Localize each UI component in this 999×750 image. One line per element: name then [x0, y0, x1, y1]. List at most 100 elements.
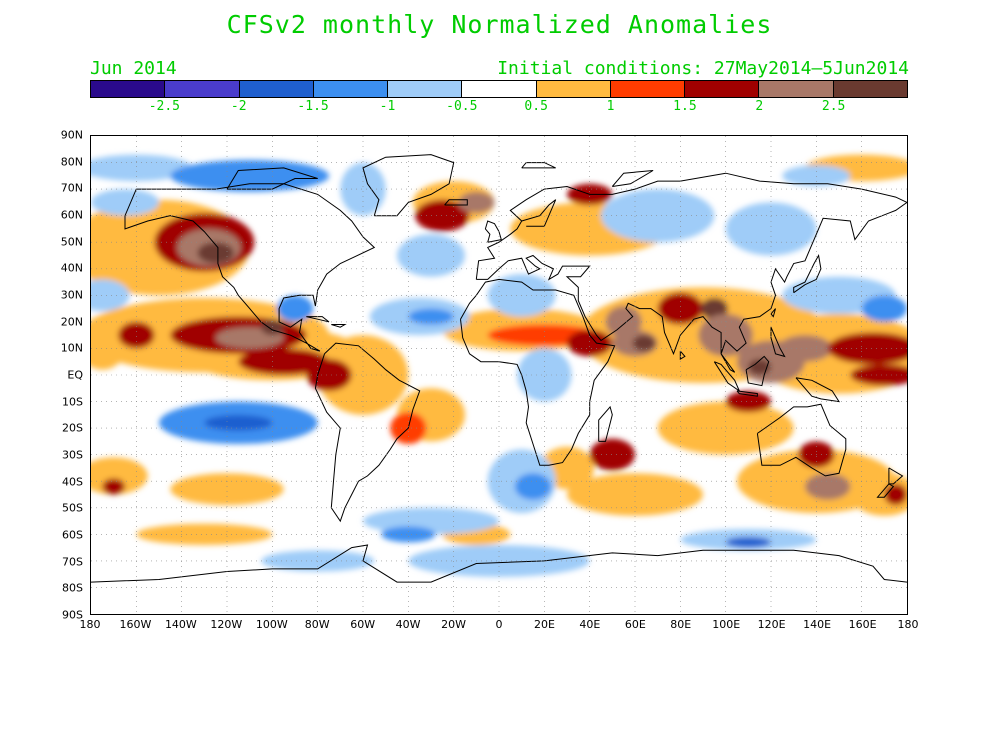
coastline: [521, 162, 556, 169]
coastline: [306, 316, 330, 323]
anomaly-patch: [317, 335, 409, 415]
anomaly-map-canvas: [91, 136, 907, 614]
coastline: [362, 154, 455, 217]
colorbar-label: -1.5: [297, 99, 329, 114]
longitude-label: 100E: [712, 618, 741, 631]
coastline: [124, 183, 376, 352]
longitude-label: 40W: [395, 618, 421, 631]
anomaly-patch: [605, 305, 642, 338]
anomaly-patch: [805, 473, 851, 500]
anomaly-patch: [458, 191, 495, 214]
coastline: [91, 544, 907, 583]
latitude-label: 50N: [60, 235, 83, 249]
colorbar-label: -2: [230, 99, 247, 114]
colorbar-swatch: [388, 81, 463, 97]
coastline: [876, 483, 895, 498]
latitude-label: 80N: [60, 155, 83, 169]
latitude-label: 20S: [62, 421, 83, 435]
colorbar-swatch: [610, 81, 686, 97]
colorbar: [90, 80, 908, 98]
anomaly-patch: [197, 242, 234, 264]
longitude-label: 80E: [670, 618, 692, 631]
colorbar-swatch: [833, 81, 907, 97]
colorbar-swatch: [313, 81, 389, 97]
longitude-label: 120E: [757, 618, 786, 631]
anomaly-patch: [725, 390, 771, 413]
coastline: [598, 405, 613, 442]
anomaly-patch: [601, 189, 715, 243]
anomaly-patch: [136, 523, 273, 545]
anomaly-patch: [381, 526, 436, 543]
latitude-label: 10S: [62, 395, 83, 409]
anomaly-patch: [567, 473, 703, 516]
longitude-label: 60E: [624, 618, 646, 631]
anomaly-patch: [700, 297, 728, 320]
coastline: [888, 467, 904, 485]
anomaly-patch: [91, 327, 125, 370]
anomaly-patch: [517, 348, 572, 402]
coastline: [521, 199, 557, 227]
coastline: [460, 278, 616, 466]
anomaly-patch: [827, 332, 907, 365]
anomaly-patch: [91, 154, 193, 182]
anomaly-patch: [340, 162, 386, 216]
longitude-label: 140W: [164, 618, 197, 631]
anomaly-patch: [397, 234, 465, 277]
anomaly-patch: [861, 295, 907, 322]
longitude-label: 0: [495, 618, 503, 631]
coastline: [226, 167, 318, 190]
anomaly-patch: [170, 159, 329, 192]
anomaly-patch: [170, 473, 284, 506]
coastline: [745, 355, 770, 387]
anomaly-patch: [657, 292, 703, 325]
latitude-label: 60S: [62, 528, 83, 542]
longitude-label: 120W: [210, 618, 243, 631]
colorbar-swatch: [239, 81, 314, 97]
colorbar-label: 1: [606, 99, 615, 114]
latitude-label: 10N: [60, 341, 83, 355]
anomaly-patch: [748, 359, 772, 375]
coastline: [475, 172, 907, 373]
anomaly-patch: [204, 414, 273, 431]
anomaly-patch: [698, 313, 753, 357]
anomaly-patch: [238, 348, 329, 375]
anomaly-patch: [408, 308, 454, 325]
anomaly-patch: [782, 165, 851, 187]
longitude-label: 140E: [803, 618, 832, 631]
longitude-label: 20E: [533, 618, 555, 631]
anomaly-patch: [632, 335, 656, 352]
longitude-label: 180: [897, 618, 919, 631]
coastline: [713, 361, 741, 393]
colorbar-swatch: [536, 81, 611, 97]
anomaly-patch: [725, 536, 771, 548]
anomaly-patch: [408, 544, 590, 577]
longitude-label: 100W: [255, 618, 288, 631]
anomaly-patch: [415, 199, 470, 232]
colorbar-swatch: [165, 81, 240, 97]
latitude-label: 60N: [60, 208, 83, 222]
colorbar-label: -1: [379, 99, 396, 114]
anomaly-patch: [589, 438, 635, 471]
colorbar-swatch: [462, 81, 537, 97]
coastline: [331, 324, 347, 328]
latitude-label: 40N: [60, 261, 83, 275]
latitude-label: 50S: [62, 501, 83, 515]
latitude-label: 90N: [60, 128, 83, 142]
latitude-label: 30N: [60, 288, 83, 302]
latitude-label: 80S: [62, 581, 83, 595]
colorbar-label: 0.5: [524, 99, 548, 114]
coastline: [314, 342, 421, 523]
anomaly-map: [90, 135, 908, 615]
colorbar-label: -0.5: [446, 99, 478, 114]
colorbar-label: -2.5: [148, 99, 181, 114]
latitude-label: 70N: [60, 181, 83, 195]
coastline: [736, 390, 758, 397]
coastline: [795, 377, 841, 403]
latitude-label: 20N: [60, 315, 83, 329]
colorbar-label: 1.5: [673, 99, 697, 114]
anomaly-patch: [777, 335, 833, 362]
coastline: [770, 327, 786, 358]
anomaly-patch: [261, 550, 375, 572]
anomaly-patch: [306, 359, 352, 391]
colorbar-label: 2.5: [821, 99, 846, 114]
